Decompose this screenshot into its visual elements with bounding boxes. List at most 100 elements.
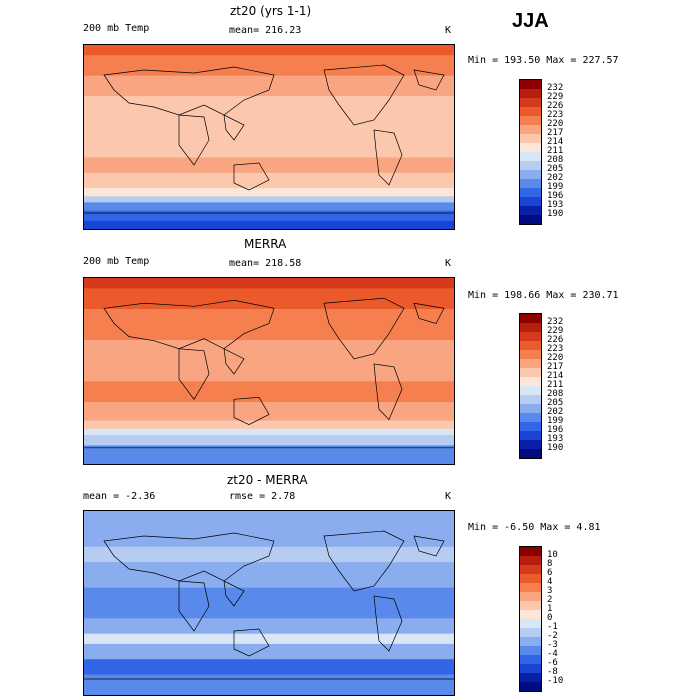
panel1-colorbar-swatch [520,134,541,143]
panel3-colorbar-swatch [520,619,541,628]
panel2-field-band [84,402,454,422]
panel3-colorbar-tick: 3 [547,585,553,596]
panel1-coastline [323,64,405,126]
panel1-colorbar-tick: 223 [547,109,564,120]
panel2-colorbar-swatch [520,449,541,458]
panel1-minmax: Min = 193.50 Max = 227.57 [468,55,619,66]
panel2-coastline [373,363,403,421]
panel3-coastline [223,580,245,607]
panel1-field-band [84,45,454,56]
panel1-colorbar-swatch [520,179,541,188]
panel2-colorbar-tick: 205 [547,397,564,408]
panel2-colorbar-tick: 211 [547,379,564,390]
panel2-minmax: Min = 198.66 Max = 230.71 [468,290,619,301]
panel3-rmse-value: 2.78 [271,491,296,502]
panel1-field-band [84,96,454,158]
panel2-colorbar-swatch [520,440,541,449]
panel3-colorbar-tick: -4 [547,648,558,659]
panel2-variable-label: 200 mb Temp [83,256,150,267]
panel3-mean: mean = -2.36 [83,491,155,502]
panel3-coastline [373,595,403,652]
panel1-coastline [373,129,403,186]
panel1-mean-value: 216.23 [265,25,302,36]
panel2-colorbar-tick: 193 [547,433,564,444]
panel2-coastline [233,396,270,425]
panel1-colorbar-tick: 190 [547,208,564,219]
panel1-colorbar [519,79,542,225]
panel3-field-band [84,618,454,635]
panel2-colorbar-swatch [520,359,541,368]
panel1-colorbar-swatch [520,215,541,224]
panel1-field-band [84,210,454,222]
panel3-units: K [445,491,452,502]
panel1-coastline [178,114,210,166]
panel2-colorbar [519,313,542,459]
panel3-max-value: 4.81 [576,522,601,533]
panel1-colorbar-tick: 208 [547,154,564,165]
panel2-coastline [413,302,445,324]
panel2-field-band [84,428,454,436]
panel2-title: MERRA [244,237,287,251]
panel2-colorbar-swatch [520,323,541,332]
panel2-map [83,277,455,465]
panel2-colorbar-swatch [520,431,541,440]
panel3-colorbar-tick: 1 [547,603,553,614]
panel2-colorbar-swatch [520,386,541,395]
panel3-colorbar-swatch [520,682,541,691]
panel2-field-band [84,309,454,341]
panel1-colorbar-swatch [520,188,541,197]
panel1-colorbar-tick: 220 [547,118,564,129]
panel2-colorbar-tick: 226 [547,334,564,345]
panel1-colorbar-swatch [520,125,541,134]
panel1-colorbar-tick: 199 [547,181,564,192]
panel1-colorbar-tick: 229 [547,91,564,102]
panel3-field [84,511,454,695]
panel3-colorbar-swatch [520,547,541,556]
panel1-field-band [84,196,454,203]
panel1-colorbar-tick: 232 [547,82,564,93]
panel1-field-band [84,75,454,97]
panel2-colorbar-swatch [520,413,541,422]
panel3-field-band [84,562,454,589]
panel2-colorbar-tick: 196 [547,424,564,435]
panel1-field-band [84,202,454,212]
panel3-field-band [84,659,454,676]
panel3-colorbar-swatch [520,646,541,655]
panel3-colorbar-swatch [520,574,541,583]
panel3-field-band [84,531,454,548]
panel2-colorbar-swatch [520,422,541,431]
panel1-colorbar-tick: 196 [547,190,564,201]
panel1-colorbar-tick: 226 [547,100,564,111]
season-label: JJA [512,10,549,32]
panel3-colorbar-tick: 8 [547,558,553,569]
panel3-colorbar-swatch [520,583,541,592]
panel2-field-band [84,420,454,430]
panel2-colorbar-tick: 208 [547,388,564,399]
panel2-colorbar-tick: 214 [547,370,564,381]
panel2-coastline [178,348,210,400]
panel3-map [83,510,455,696]
panel2-mean-label: mean= [229,258,260,269]
panel3-max-label: Max = [540,522,571,533]
panel2-colorbar-swatch [520,368,541,377]
panel3-colorbar-swatch [520,601,541,610]
panel1-coastline [223,114,245,141]
panel3-min-value: -6.50 [504,522,535,533]
panel3-colorbar-tick: 6 [547,567,553,578]
panel3-coastline [233,628,270,657]
panel3-coastline [178,580,210,632]
panel2-min-value: 198.66 [504,290,541,301]
panel1-title: zt20 (yrs 1-1) [230,4,312,18]
panel2-colorbar-swatch [520,377,541,386]
panel1-colorbar-tick: 214 [547,136,564,147]
panel3-colorbar-tick: -1 [547,621,558,632]
panel1-mean: mean= 216.23 [229,25,301,36]
panel1-max-value: 227.57 [582,55,619,66]
panel1-field-band [84,188,454,197]
panel2-colorbar-tick: 190 [547,442,564,453]
panel1-variable-label: 200 mb Temp [83,23,150,34]
panel3-colorbar [519,546,542,692]
panel2-colorbar-swatch [520,332,541,341]
panel1-min-label: Min = [468,55,499,66]
panel3-field-band [84,587,454,619]
